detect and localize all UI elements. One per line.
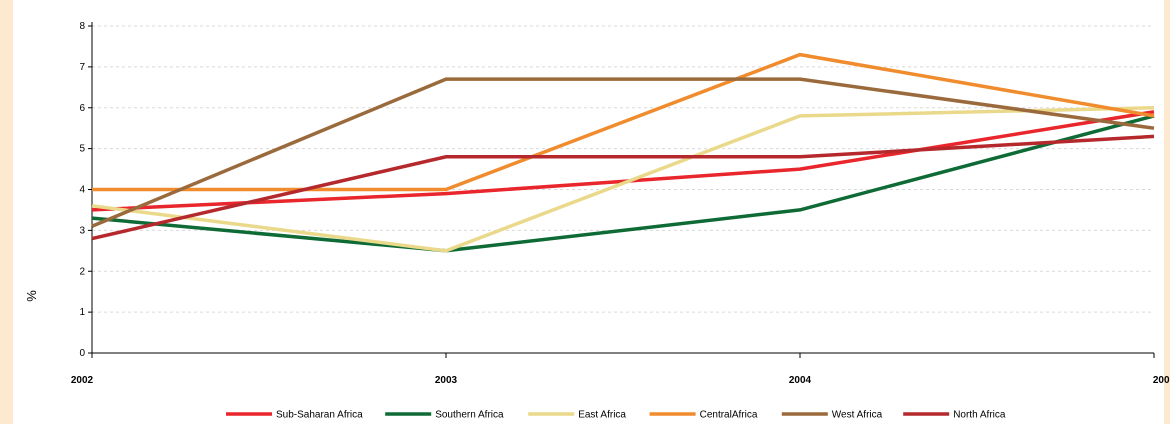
axis-layer: 0 1 2 3 4 5 6 7 8 2002 2003 2004 2005 [71,21,1170,386]
legend-label-centralafrica: CentralAfrica [700,410,758,421]
legend-label-sub-saharan-africa: Sub-Saharan Africa [276,410,363,421]
y-tick-label: 3 [79,225,85,236]
left-decorative-band [0,0,13,424]
y-tick-label: 0 [79,348,85,359]
x-tick-label: 2004 [789,375,812,386]
series-line-east-africa [91,106,1155,253]
series-line-sub-saharan-africa [91,110,1155,212]
legend-label-east-africa: East Africa [578,410,626,421]
legend: Sub-Saharan Africa Southern Africa East Af… [226,410,1006,421]
y-tick-label: 1 [79,307,85,318]
series-line-west-africa [91,77,1155,228]
legend-label-west-africa: West Africa [832,410,883,421]
x-tick-label: 2005 [1153,375,1170,386]
y-tick-label: 2 [79,266,85,277]
legend-label-southern-africa: Southern Africa [435,410,504,421]
y-tick-label: 8 [79,21,85,32]
y-tick-label: 6 [79,103,85,114]
series-line-centralafrica [92,52,1155,192]
legend-label-north-africa: North Africa [953,410,1006,421]
y-tick-label: 7 [79,62,85,73]
grid-layer [92,25,1154,313]
right-decorative-band [1164,0,1170,424]
series-layer [91,52,1155,253]
series-line-north-africa [91,134,1155,241]
series-line-southern-africa [91,114,1155,253]
x-tick-label: 2003 [435,375,458,386]
y-tick-label: 4 [79,185,85,196]
x-tick-label: 2002 [71,375,94,386]
y-tick-label: 5 [79,144,85,155]
y-axis-label: % [24,290,39,302]
